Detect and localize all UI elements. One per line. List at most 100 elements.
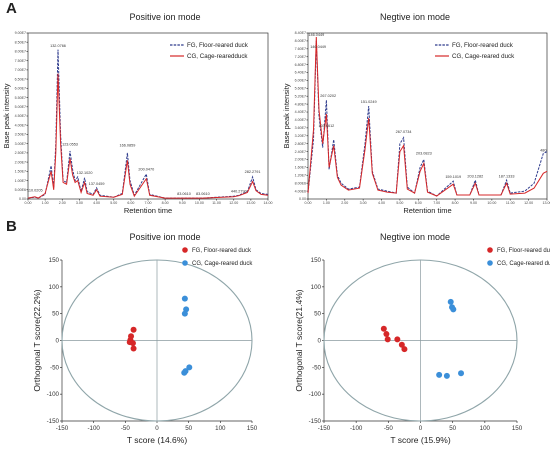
y-tick-label: 5.00E6 bbox=[15, 188, 26, 192]
y-tick-label: 9.00E7 bbox=[15, 31, 26, 35]
x-tick-label: -100 bbox=[87, 425, 100, 432]
y-tick-label: -150 bbox=[309, 418, 322, 425]
legend-marker-fg bbox=[182, 247, 188, 253]
series-line-cg bbox=[307, 36, 548, 197]
y-tick-label: 1.20E7 bbox=[295, 173, 306, 177]
score-point-cg bbox=[181, 295, 188, 302]
score-point-cg bbox=[181, 369, 188, 376]
y-tick-label: 4.80E7 bbox=[295, 102, 306, 106]
y-tick-label: 0 bbox=[318, 338, 322, 345]
x-tick-label: 12.00 bbox=[229, 201, 238, 205]
peak-annotation: 146.0449 bbox=[310, 45, 326, 49]
y-tick-label: 1.60E7 bbox=[295, 166, 306, 170]
x-tick-label: -50 bbox=[384, 425, 394, 432]
peak-annotation: 200.0470 bbox=[138, 167, 154, 171]
score-point-fg bbox=[384, 336, 391, 343]
y-tick-label: -50 bbox=[50, 364, 60, 371]
peak-annotation: 480 bbox=[540, 149, 546, 153]
opls-da-positive: -150 -100 -50 0 50 100 150 -150 -100 -50 0 50 100 150… bbox=[32, 247, 258, 445]
x-tick-label: 9.00 bbox=[470, 201, 477, 205]
y-tick-label: 2.40E7 bbox=[295, 150, 306, 154]
x-tick-label: 1.00 bbox=[323, 201, 330, 205]
x-tick-label: 50 bbox=[449, 425, 456, 432]
score-point-cg bbox=[181, 310, 188, 317]
score-point-fg bbox=[394, 336, 401, 343]
peak-annotation: 267.0202 bbox=[320, 94, 336, 98]
legend-label: FG, Floor-reared duck bbox=[187, 42, 249, 49]
score-point-fg bbox=[130, 326, 137, 333]
x-tick-label: 8.00 bbox=[162, 201, 169, 205]
x-tick-label: 6.00 bbox=[415, 201, 422, 205]
peak-annotation: 137.0459 bbox=[89, 182, 105, 186]
x-tick-label: 14.00 bbox=[264, 201, 273, 205]
x-tick-label: 9.00 bbox=[179, 201, 186, 205]
y-tick-label: 2.00E7 bbox=[15, 160, 26, 164]
x-tick-label: 0.00 bbox=[305, 201, 312, 205]
y-tick-label: 7.20E7 bbox=[295, 55, 306, 59]
confidence-ellipse bbox=[61, 259, 253, 422]
y-tick-label: 7.50E7 bbox=[15, 59, 26, 63]
y-tick-label: 4.00E7 bbox=[15, 123, 26, 127]
y-tick-label: -150 bbox=[47, 418, 60, 425]
y-tick-label: 0 bbox=[56, 338, 60, 345]
peak-annotation: 267.0734 bbox=[396, 130, 412, 134]
y-tick-label: 2.00E7 bbox=[295, 158, 306, 162]
score-point-cg bbox=[436, 371, 443, 378]
y-tick-label: 8.50E7 bbox=[15, 40, 26, 44]
x-tick-label: 4.00 bbox=[378, 201, 385, 205]
score-point-fg bbox=[383, 331, 390, 338]
x-tick-label: 1.00 bbox=[42, 201, 49, 205]
x-tick-label: 13.00 bbox=[543, 201, 550, 205]
y-axis-label: Base peak intensity bbox=[282, 83, 291, 148]
panel-label-a: A bbox=[6, 0, 17, 17]
y-tick-label: 4.50E7 bbox=[15, 114, 26, 118]
x-tick-label: -50 bbox=[121, 425, 131, 432]
confidence-ellipse bbox=[323, 259, 518, 422]
peak-annotation: 83.0610 bbox=[177, 192, 191, 196]
y-tick-label: 150 bbox=[49, 257, 60, 264]
y-tick-label: 8.40E7 bbox=[295, 31, 306, 35]
x-tick-label: 3.00 bbox=[76, 201, 83, 205]
y-tick-label: 5.50E7 bbox=[15, 96, 26, 100]
plot-frame bbox=[307, 32, 548, 200]
y-tick-label: 3.50E7 bbox=[15, 133, 26, 137]
y-tick-label: 4.00E7 bbox=[295, 118, 306, 122]
y-tick-label: 3.00E7 bbox=[15, 142, 26, 146]
y-tick-label: 7.60E7 bbox=[295, 47, 306, 51]
x-tick-label: 10.00 bbox=[487, 201, 496, 205]
peak-annotation: 132.1020 bbox=[77, 171, 93, 175]
y-tick-label: 5.60E7 bbox=[295, 87, 306, 91]
chromatogram-negative: 0.00 1.00 2.00 3.00 4.00 5.00 6.00 7.00 8.00 9.00… bbox=[282, 31, 550, 215]
y-tick-label: 50 bbox=[52, 311, 59, 318]
peak-annotation: 166.0859 bbox=[120, 143, 136, 147]
peak-annotation: 123.0553 bbox=[62, 142, 78, 146]
y-tick-label: -100 bbox=[309, 391, 322, 398]
y-tick-label: 6.40E7 bbox=[295, 71, 306, 75]
y-tick-label: 5.00E7 bbox=[15, 105, 26, 109]
chart-title-pos-chrom: Positive ion mode bbox=[129, 12, 201, 22]
score-point-fg bbox=[380, 325, 387, 332]
y-tick-label: 3.60E7 bbox=[295, 126, 306, 130]
series-line-fg bbox=[307, 40, 548, 197]
opls-da-negative: -150 -100 -50 0 50 100 150 -150 -100 -50 0 50 100 150… bbox=[294, 247, 550, 445]
peak-annotation: 187.1333 bbox=[499, 174, 515, 178]
x-tick-label: 10.00 bbox=[195, 201, 204, 205]
y-axis-label: Orthogonal T score(22.2%) bbox=[32, 289, 42, 391]
x-tick-label: 3.00 bbox=[360, 201, 367, 205]
legend-label: CG, Cage-rearedduck bbox=[187, 53, 248, 60]
score-point-cg bbox=[450, 306, 457, 313]
y-tick-label: 8.00E6 bbox=[295, 181, 306, 185]
x-tick-label: 11.00 bbox=[506, 201, 515, 205]
peak-annotation: 282.2791 bbox=[245, 170, 261, 174]
score-point-cg bbox=[443, 372, 450, 379]
y-tick-label: 2.50E7 bbox=[15, 151, 26, 155]
x-tick-label: 50 bbox=[185, 425, 192, 432]
y-tick-label: 1.00E7 bbox=[15, 179, 26, 183]
y-tick-label: 150 bbox=[311, 257, 322, 264]
x-tick-label: 2.00 bbox=[59, 201, 66, 205]
score-point-fg bbox=[401, 346, 408, 353]
series-line-fg bbox=[27, 49, 269, 199]
x-tick-label: 2.00 bbox=[341, 201, 348, 205]
x-tick-label: 0 bbox=[155, 425, 159, 432]
y-tick-label: -50 bbox=[312, 364, 322, 371]
